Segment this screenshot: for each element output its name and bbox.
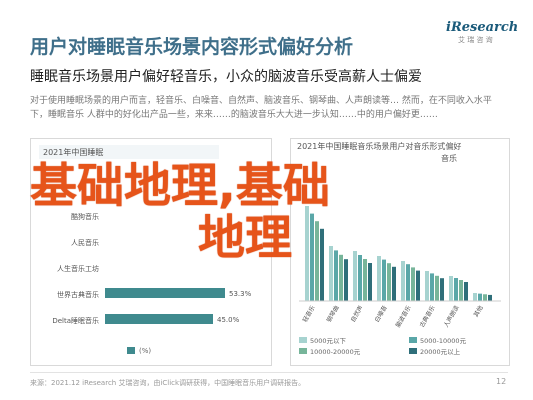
right-bar (387, 263, 391, 301)
right-bar (459, 280, 463, 301)
right-legend-swatch (409, 337, 417, 343)
left-category-label: 人民音乐 (71, 238, 99, 247)
right-bar (478, 293, 482, 301)
right-legend-label: 5000-10000元 (420, 337, 467, 345)
page-title: 用户对睡眠音乐场景内容形式偏好分析 (30, 36, 354, 58)
right-bar (473, 293, 477, 301)
left-category-label: 人生音乐工坊 (57, 264, 99, 273)
right-bar (382, 259, 386, 301)
right-category-label: 其他 (472, 304, 485, 318)
right-bar (406, 264, 410, 301)
right-bar (353, 251, 357, 301)
right-legend-swatch (299, 348, 307, 354)
right-legend-label: 5000元以下 (310, 337, 347, 345)
logo-subtext: 艾 瑞 咨 询 (458, 36, 493, 44)
right-bar (449, 276, 453, 301)
right-legend-swatch (299, 337, 307, 343)
right-chart-header-2: 音乐 (441, 153, 457, 163)
description-text: 对于使用睡眠场景的用户而言，轻音乐、白噪音、自然声、脑波音乐、钢琴曲、人声朗读等… (30, 96, 492, 120)
right-bar (416, 270, 420, 301)
right-bar (464, 282, 468, 301)
left-category-label: 世界古典音乐 (57, 290, 99, 299)
right-bar (315, 221, 319, 301)
left-chart-header-bg (39, 145, 219, 159)
overlay-line-2: 地理 (198, 211, 292, 266)
left-bar-value: 45.0% (217, 316, 240, 324)
right-bar (377, 256, 381, 301)
left-legend-label: (%) (139, 347, 151, 355)
right-bar (358, 255, 362, 301)
right-bar (368, 263, 372, 301)
right-category-label: 脑波音乐 (394, 304, 413, 329)
right-category-label: 白噪音 (373, 304, 389, 324)
right-bar (440, 278, 444, 301)
right-bar (392, 266, 396, 301)
right-bar (363, 259, 367, 301)
left-chart-panel: 2021年中国睡眠 酷狗音乐人民音乐人生音乐工坊 世界古典音乐 53.3% Delta… (30, 138, 272, 366)
right-bar (435, 275, 439, 301)
right-category-label: 钢琴曲 (325, 304, 341, 324)
footer-divider (30, 372, 508, 373)
left-chart-header: 2021年中国睡眠 (43, 147, 103, 157)
right-bar (339, 254, 343, 301)
right-bar (483, 294, 487, 301)
right-legend-label: 10000-20000元 (310, 348, 361, 356)
right-category-label: 轻音乐 (301, 304, 317, 324)
iresearch-logo: iResearch 艾 瑞 咨 询 (446, 20, 519, 52)
right-category-label: 人声朗读 (442, 304, 461, 329)
right-bar (411, 267, 415, 301)
right-legend-swatch (409, 348, 417, 354)
page-subtitle: 睡眠音乐场景用户偏好轻音乐，小众的脑波音乐受高薪人士偏爱 (30, 69, 422, 85)
page-number: 12 (496, 377, 507, 386)
right-bar (344, 259, 348, 301)
left-bar (105, 314, 213, 324)
left-bar-value: 53.3% (229, 290, 252, 298)
right-category-label: 自然声 (349, 304, 365, 324)
logo-brand: iResearch (446, 20, 519, 35)
right-bar (401, 261, 405, 301)
right-bar (425, 271, 429, 301)
footer-note: 来源：2021.12 iResearch 艾瑞咨询，由iClick调研获得，中国… (30, 379, 306, 387)
right-bar (329, 246, 333, 301)
right-chart: 2021年中国睡眠音乐场景用户对音乐形式偏好 音乐 轻音乐 钢琴曲 自然声 白噪音 脑波… (297, 141, 501, 356)
right-bar (454, 278, 458, 301)
right-chart-panel: 2021年中国睡眠音乐场景用户对音乐形式偏好 音乐 轻音乐 钢琴曲 自然声 白噪音 脑波… (290, 138, 510, 366)
right-bar (310, 213, 314, 301)
right-bar (320, 228, 324, 301)
right-legend-label: 20000元以上 (420, 347, 461, 356)
right-bar (334, 250, 338, 301)
right-category-label: 古典音乐 (418, 304, 437, 329)
right-bar (488, 294, 492, 301)
right-bar-group: 轻音乐 钢琴曲 自然声 白噪音 脑波音乐 古典音乐 人声朗读 其他 (299, 206, 501, 329)
right-bar (430, 273, 434, 301)
right-bar (305, 206, 309, 301)
left-legend-swatch (127, 347, 135, 354)
overlay-line-1: 基础地理,基础 (30, 159, 330, 214)
left-category-label: Delta睡眠音乐 (52, 316, 99, 325)
left-category-label: 酷狗音乐 (71, 212, 99, 221)
right-chart-header: 2021年中国睡眠音乐场景用户对音乐形式偏好 (297, 141, 461, 151)
left-bar (105, 288, 225, 298)
right-legend: 5000元以下 5000-10000元 10000-20000元 20000元以上 (299, 337, 467, 356)
